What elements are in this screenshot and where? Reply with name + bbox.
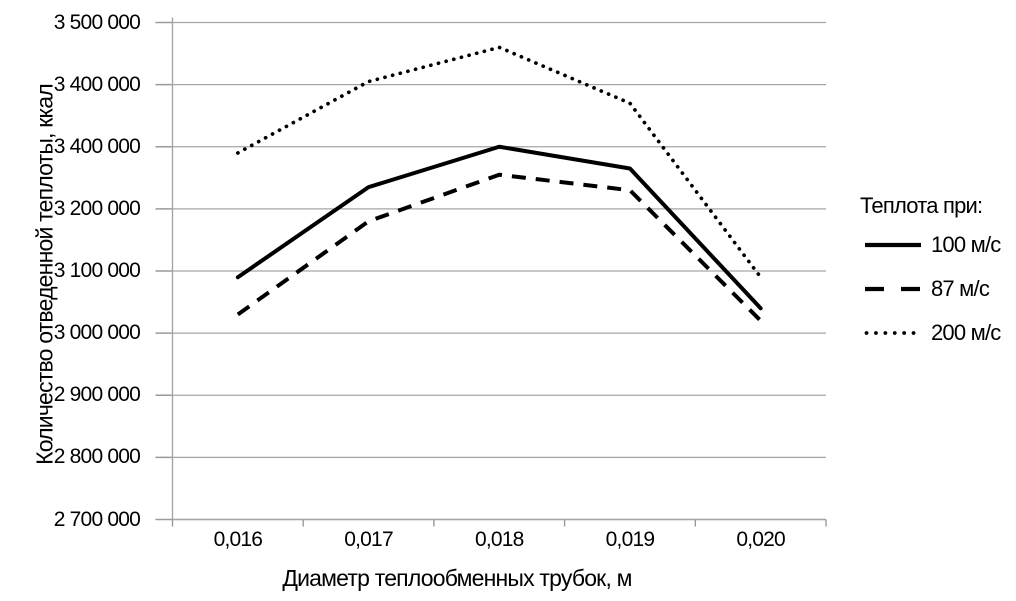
- x-tick-label: 0,018: [474, 528, 524, 551]
- legend-sample-solid-line: [865, 242, 921, 248]
- y-tick-label: 3 200 000: [53, 196, 141, 220]
- series-line-2: [236, 45, 763, 280]
- legend-sample-dotted-line: [864, 331, 922, 335]
- y-tick-label: 3 400 000: [53, 134, 141, 158]
- legend-title: Теплота при:: [860, 193, 983, 218]
- y-tick-label: 2 900 000: [53, 383, 141, 407]
- legend-item-label: 100 м/с: [931, 232, 1001, 257]
- series-line-0: [235, 144, 763, 311]
- legend-item-1: 87 м/с: [856, 276, 1014, 301]
- legend-item-2: 200 м/с: [856, 320, 1014, 345]
- y-tick-label: 3 000 000: [53, 321, 141, 345]
- legend-item-label: 200 м/с: [931, 320, 1001, 345]
- x-tick-label: 0,016: [213, 528, 263, 551]
- x-tick-label: 0,019: [605, 528, 655, 551]
- y-tick-label: 3 100 000: [53, 259, 141, 282]
- y-tick-label: 3 400 000: [53, 72, 141, 96]
- series-line-1: [236, 172, 763, 323]
- x-tick-label: 0,020: [736, 528, 785, 551]
- legend: Теплота при: 100 м/с 87 м/с 200 м/с: [856, 193, 1014, 365]
- legend-item-0: 100 м/с: [856, 232, 1014, 257]
- x-tick-label: 0,017: [344, 528, 393, 551]
- x-axis-title: Диаметр теплообменных трубок, м: [282, 565, 632, 591]
- legend-items: 100 м/с 87 м/с 200 м/с: [856, 232, 1014, 345]
- legend-sample-dashed-line: [865, 286, 921, 292]
- y-tick-label: 2 700 000: [53, 507, 141, 531]
- y-tick-label: 2 800 000: [53, 445, 141, 469]
- legend-item-label: 87 м/с: [931, 276, 990, 301]
- y-tick-label: 3 500 000: [53, 10, 141, 34]
